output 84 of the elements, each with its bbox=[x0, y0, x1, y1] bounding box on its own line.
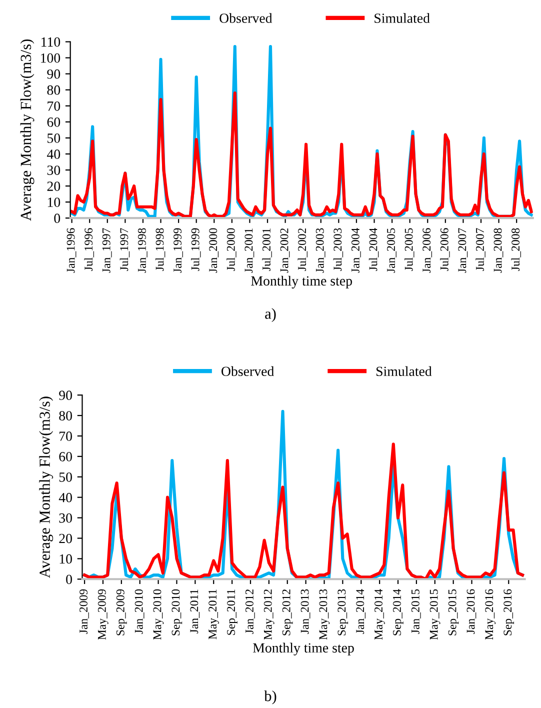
x-axis-title: Monthly time step bbox=[251, 276, 352, 288]
x-tick-label: Jan_2000 bbox=[209, 228, 218, 273]
line-series bbox=[70, 92, 533, 218]
line-series bbox=[83, 442, 524, 580]
x-tick-label: Jul_2003 bbox=[333, 228, 344, 271]
x-tick-label: May_2009 bbox=[98, 589, 108, 640]
y-tick-label: 80 bbox=[59, 411, 72, 420]
x-tick-label: Jan_1998 bbox=[138, 228, 148, 273]
x-tick-label: Jan_2013 bbox=[300, 589, 310, 634]
x-tick-label: Jan_2002 bbox=[280, 228, 290, 273]
y-tick-label: 70 bbox=[60, 432, 72, 441]
y-tick-label: 90 bbox=[59, 390, 72, 400]
y-tick-label: 30 bbox=[59, 513, 72, 523]
y-axis-title: Average Monthly Flow(m3/s) bbox=[20, 40, 34, 221]
y-tick-label: 0 bbox=[54, 214, 60, 224]
x-tick-label: Jul_1997 bbox=[120, 228, 130, 271]
text: b) bbox=[264, 690, 276, 704]
x-tick-label: Jan_2012 bbox=[245, 590, 255, 634]
y-tick-label: 60 bbox=[59, 452, 72, 462]
x-tick-label: Jul_2004 bbox=[368, 228, 379, 271]
x-tick-label: Jan_2015 bbox=[411, 589, 421, 634]
y-tick-label: 100 bbox=[40, 53, 60, 63]
y-tick-label: 110 bbox=[42, 37, 60, 47]
text: a) bbox=[265, 308, 276, 322]
x-tick-label: Sep_2013 bbox=[338, 589, 348, 636]
legend-label: Simulated bbox=[374, 13, 430, 23]
x-tick-label: Jan_2014 bbox=[356, 589, 366, 634]
y-tick-label: 10 bbox=[48, 198, 60, 207]
x-tick-label: Jul_2000 bbox=[226, 228, 236, 271]
x-tick-label: Jan_2003 bbox=[316, 228, 326, 273]
x-tick-label: May_2015 bbox=[430, 589, 440, 640]
x-tick-label: Jul_1998 bbox=[155, 228, 166, 271]
y-tick-label: 40 bbox=[58, 492, 72, 502]
x-tick-label: May_2012 bbox=[264, 590, 274, 640]
y-tick-label: 80 bbox=[47, 85, 60, 95]
x-tick-label: Jan_2008 bbox=[494, 228, 504, 273]
x-tick-label: Jan_2005 bbox=[387, 228, 396, 273]
x-tick-label: Jul_2007 bbox=[476, 228, 486, 271]
x-tick-label: Sep_2010 bbox=[172, 589, 182, 636]
x-tick-label: Jul_2001 bbox=[262, 228, 272, 271]
y-tick-label: 40 bbox=[46, 150, 60, 159]
x-tick-label: Sep_2012 bbox=[282, 590, 293, 636]
y-tick-label: 20 bbox=[47, 182, 60, 191]
x-tick-label: Jul_2008 bbox=[511, 228, 521, 271]
legend-label: Observed bbox=[220, 13, 272, 23]
x-tick-label: May_2014 bbox=[374, 589, 385, 640]
x-tick-label: Sep_2009 bbox=[116, 589, 127, 636]
x-tick-label: Jan_1999 bbox=[174, 228, 183, 273]
x-tick-label: Jan_2009 bbox=[80, 589, 89, 634]
x-tick-label: Jan_2004 bbox=[351, 228, 361, 273]
y-tick-label: 0 bbox=[66, 574, 72, 584]
x-tick-label: May_2010 bbox=[153, 589, 164, 640]
y-tick-label: 50 bbox=[59, 472, 72, 482]
y-tick-label: 20 bbox=[59, 534, 72, 544]
x-tick-label: Jul_1996 bbox=[84, 228, 94, 271]
x-tick-label: Jan_1997 bbox=[102, 228, 112, 273]
x-tick-label: May_2013 bbox=[319, 589, 330, 640]
x-tick-label: Jul_2005 bbox=[404, 228, 414, 271]
y-tick-label: 60 bbox=[47, 117, 60, 127]
y-tick-label: 90 bbox=[47, 69, 60, 79]
x-tick-label: Jan_1996 bbox=[66, 228, 76, 273]
x-tick-label: Jul_1999 bbox=[190, 228, 201, 271]
x-tick-label: Sep_2016 bbox=[504, 589, 514, 636]
x-tick-label: Sep_2015 bbox=[448, 589, 459, 636]
y-tick-label: 50 bbox=[48, 134, 60, 143]
legend-label: Simulated bbox=[376, 366, 432, 376]
x-tick-label: Sep_2014 bbox=[392, 589, 404, 636]
x-tick-label: Jul_2002 bbox=[298, 228, 308, 271]
x-tick-label: Jan_2011 bbox=[190, 590, 200, 634]
y-tick-label: 10 bbox=[60, 554, 72, 564]
x-tick-label: Sep_2011 bbox=[227, 590, 238, 635]
y-tick-label: 30 bbox=[47, 166, 60, 175]
y-tick-label: 70 bbox=[48, 101, 60, 111]
x-tick-label: Jan_2001 bbox=[244, 228, 254, 273]
x-axis-title: Monthly time step bbox=[252, 642, 354, 656]
x-tick-label: May_2011 bbox=[208, 590, 219, 640]
x-tick-label: Jan_2016 bbox=[466, 589, 476, 634]
x-tick-label: Jan_2010 bbox=[134, 589, 144, 634]
legend-label: Observed bbox=[222, 366, 274, 376]
x-tick-label: Jan_2007 bbox=[458, 228, 468, 273]
x-tick-label: Jan_2006 bbox=[422, 228, 432, 273]
y-axis-title: Average Monthly Flow(m3/s) bbox=[39, 396, 54, 578]
x-tick-label: May_2016 bbox=[485, 589, 496, 640]
x-tick-label: Jul_2006 bbox=[440, 228, 450, 271]
